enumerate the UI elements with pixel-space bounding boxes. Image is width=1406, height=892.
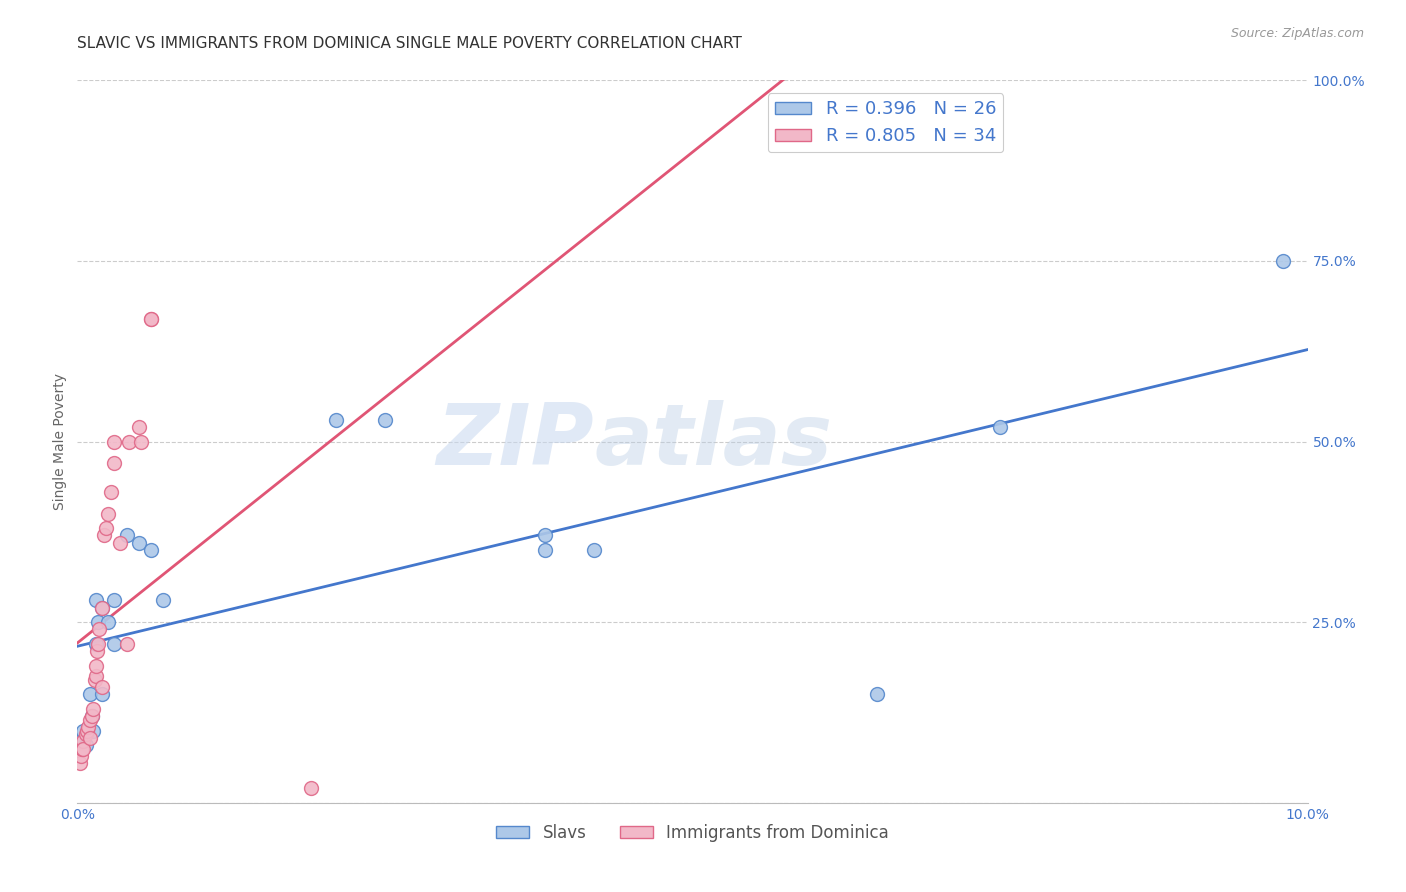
Point <box>97 615 120 630</box>
Point <box>89 623 111 637</box>
Point <box>86 644 108 658</box>
Point <box>75 738 97 752</box>
Point <box>128 535 150 549</box>
Point <box>69 756 91 770</box>
Point <box>76 723 98 738</box>
Point <box>84 593 107 607</box>
Point <box>583 542 606 557</box>
Point <box>84 637 107 651</box>
Point <box>97 507 120 521</box>
Point <box>84 669 107 683</box>
Point <box>100 485 122 500</box>
Point <box>94 521 117 535</box>
Point <box>141 542 163 557</box>
Point <box>103 456 125 470</box>
Point <box>1272 253 1295 268</box>
Point <box>82 709 104 723</box>
Point <box>70 741 93 756</box>
Point <box>84 658 107 673</box>
Point <box>70 748 93 763</box>
Point <box>129 434 153 449</box>
Point <box>93 528 115 542</box>
Point <box>79 687 101 701</box>
Point <box>90 680 114 694</box>
Point <box>988 420 1011 434</box>
Point <box>141 311 163 326</box>
Point <box>90 687 114 701</box>
Point <box>82 709 104 723</box>
Point <box>115 528 138 542</box>
Point <box>299 781 322 796</box>
Point <box>83 673 105 687</box>
Point <box>90 600 114 615</box>
Point <box>534 542 557 557</box>
Point <box>79 731 101 745</box>
Text: SLAVIC VS IMMIGRANTS FROM DOMINICA SINGLE MALE POVERTY CORRELATION CHART: SLAVIC VS IMMIGRANTS FROM DOMINICA SINGL… <box>77 36 742 51</box>
Point <box>82 702 104 716</box>
Point <box>72 734 94 748</box>
Point <box>110 535 132 549</box>
Point <box>374 413 396 427</box>
Point <box>79 713 101 727</box>
Point <box>534 528 557 542</box>
Text: ZIP: ZIP <box>436 400 595 483</box>
Text: atlas: atlas <box>595 400 832 483</box>
Point <box>325 413 347 427</box>
Point <box>77 720 100 734</box>
Point <box>866 687 889 701</box>
Point <box>72 741 94 756</box>
Point <box>72 723 94 738</box>
Point <box>82 723 104 738</box>
Point <box>152 593 174 607</box>
Point <box>115 637 138 651</box>
Legend: Slavs, Immigrants from Dominica: Slavs, Immigrants from Dominica <box>489 817 896 848</box>
Point <box>103 434 125 449</box>
Point <box>75 727 97 741</box>
Point <box>90 600 114 615</box>
Point <box>103 593 125 607</box>
Point <box>141 311 163 326</box>
Point <box>128 420 150 434</box>
Point <box>87 615 110 630</box>
Y-axis label: Single Male Poverty: Single Male Poverty <box>53 373 67 510</box>
Point <box>118 434 141 449</box>
Point <box>87 637 110 651</box>
Point <box>70 734 93 748</box>
Point <box>103 637 125 651</box>
Text: Source: ZipAtlas.com: Source: ZipAtlas.com <box>1230 27 1364 40</box>
